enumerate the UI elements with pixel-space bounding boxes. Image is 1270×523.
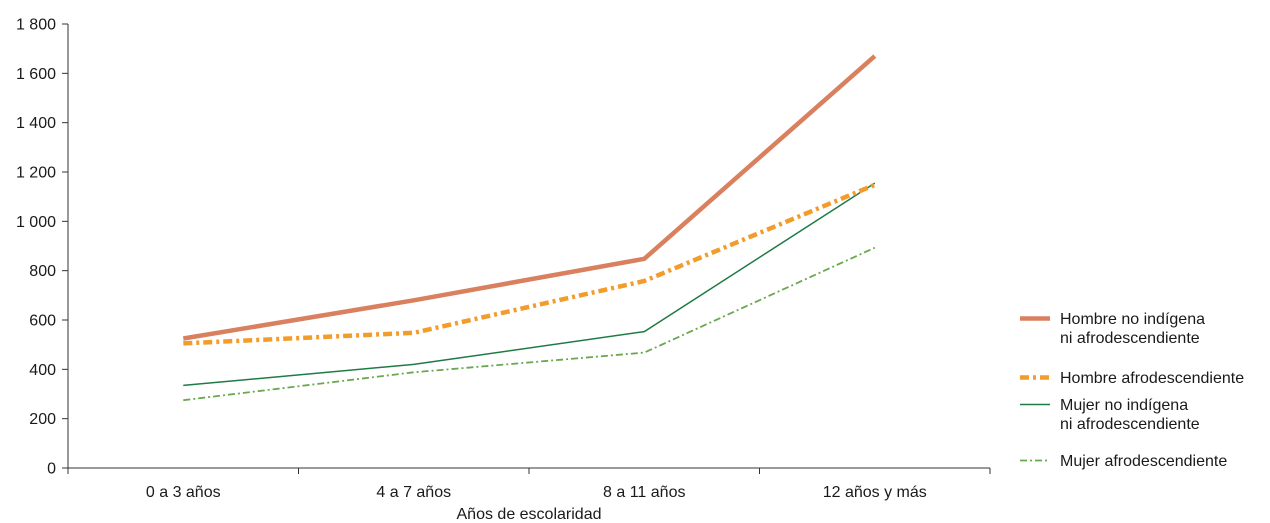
legend-label: Hombre no indígena (1060, 311, 1205, 328)
y-tick-label: 1 800 (16, 17, 56, 34)
x-axis-title: Años de escolaridad (457, 506, 602, 523)
legend: Hombre no indígena ni afrodescendiente Hom… (1020, 311, 1244, 470)
y-tick-label: 1 400 (16, 115, 56, 132)
legend-label: ni afrodescendiente (1060, 330, 1200, 347)
series-lines (182, 54, 877, 402)
series-line (182, 54, 877, 341)
y-tick-label: 400 (29, 362, 56, 379)
legend-label: Hombre afrodescendiente (1060, 370, 1244, 387)
series-line (183, 246, 876, 402)
x-tick-label: 12 años y más (823, 484, 927, 501)
legend-label: Mujer afrodescendiente (1060, 453, 1227, 470)
y-tick-label: 600 (29, 313, 56, 330)
y-tick-label: 1 200 (16, 165, 56, 182)
legend-label: ni afrodescendiente (1060, 416, 1200, 433)
series-line (183, 182, 876, 346)
x-tick-label: 0 a 3 años (146, 484, 221, 501)
y-tick-label: 200 (29, 411, 56, 428)
x-tick-label: 4 a 7 años (376, 484, 451, 501)
y-axis: 0 200 400 600 800 1 000 1 200 1 400 1 600 1 800 (16, 17, 69, 478)
x-axis: 0 a 3 años 4 a 7 años 8 a 11 años 12 años y… (67, 467, 991, 501)
legend-label: Mujer no indígena (1060, 397, 1188, 414)
series-line (183, 182, 876, 387)
y-tick-label: 0 (47, 461, 56, 478)
y-tick-label: 1 600 (16, 66, 56, 83)
y-tick-label: 1 000 (16, 214, 56, 231)
y-tick-label: 800 (29, 263, 56, 280)
x-tick-label: 8 a 11 años (603, 484, 685, 501)
